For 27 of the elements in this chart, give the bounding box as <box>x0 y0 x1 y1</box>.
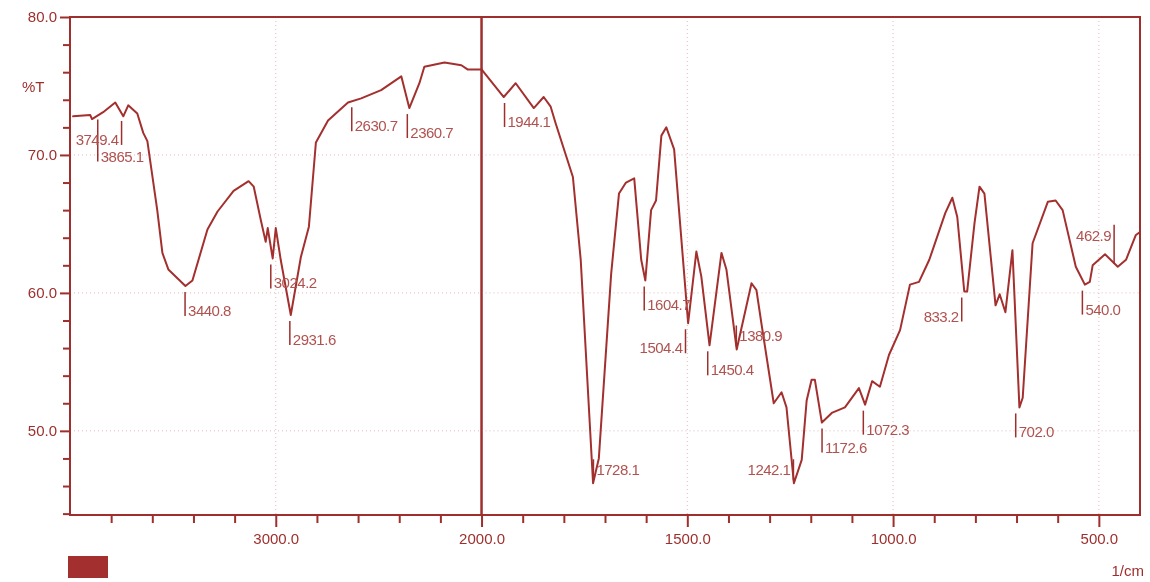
x-tick-label: 1500.0 <box>664 529 711 547</box>
x-tick-label: 1000.0 <box>870 529 917 547</box>
annotation: 462.9 <box>1076 226 1112 244</box>
annotation: 2931.6 <box>292 330 336 348</box>
x-tick-label: 2000.0 <box>459 529 505 547</box>
annotation: 1450.4 <box>710 361 754 379</box>
annotation: 1504.4 <box>639 339 683 357</box>
annotation: 1728.1 <box>596 461 640 479</box>
annotation: 1072.3 <box>866 420 910 438</box>
annotation: 1172.6 <box>825 438 867 456</box>
annotation: 1242.1 <box>747 461 791 479</box>
annotation: 3865.1 <box>100 147 144 165</box>
y-axis-title: %T <box>22 78 45 95</box>
annotation: 540.0 <box>1085 300 1121 318</box>
x-tick-label: 3000.0 <box>253 529 300 547</box>
y-tick-label: 60.0 <box>27 284 57 302</box>
annotation: 1944.1 <box>507 113 551 131</box>
annotation: 3440.8 <box>188 302 232 319</box>
y-tick-label: 70.0 <box>27 146 57 164</box>
x-tick-label: 500.0 <box>1080 529 1119 547</box>
y-tick-label: 80.0 <box>27 8 57 26</box>
annotation: 833.2 <box>923 307 959 325</box>
annotation: 2630.7 <box>354 117 398 135</box>
annotation: 702.0 <box>1018 423 1054 441</box>
x-axis-title: 1/cm <box>1111 562 1144 579</box>
annotation: 2360.7 <box>410 124 454 142</box>
y-tick-label: 50.0 <box>27 422 57 440</box>
